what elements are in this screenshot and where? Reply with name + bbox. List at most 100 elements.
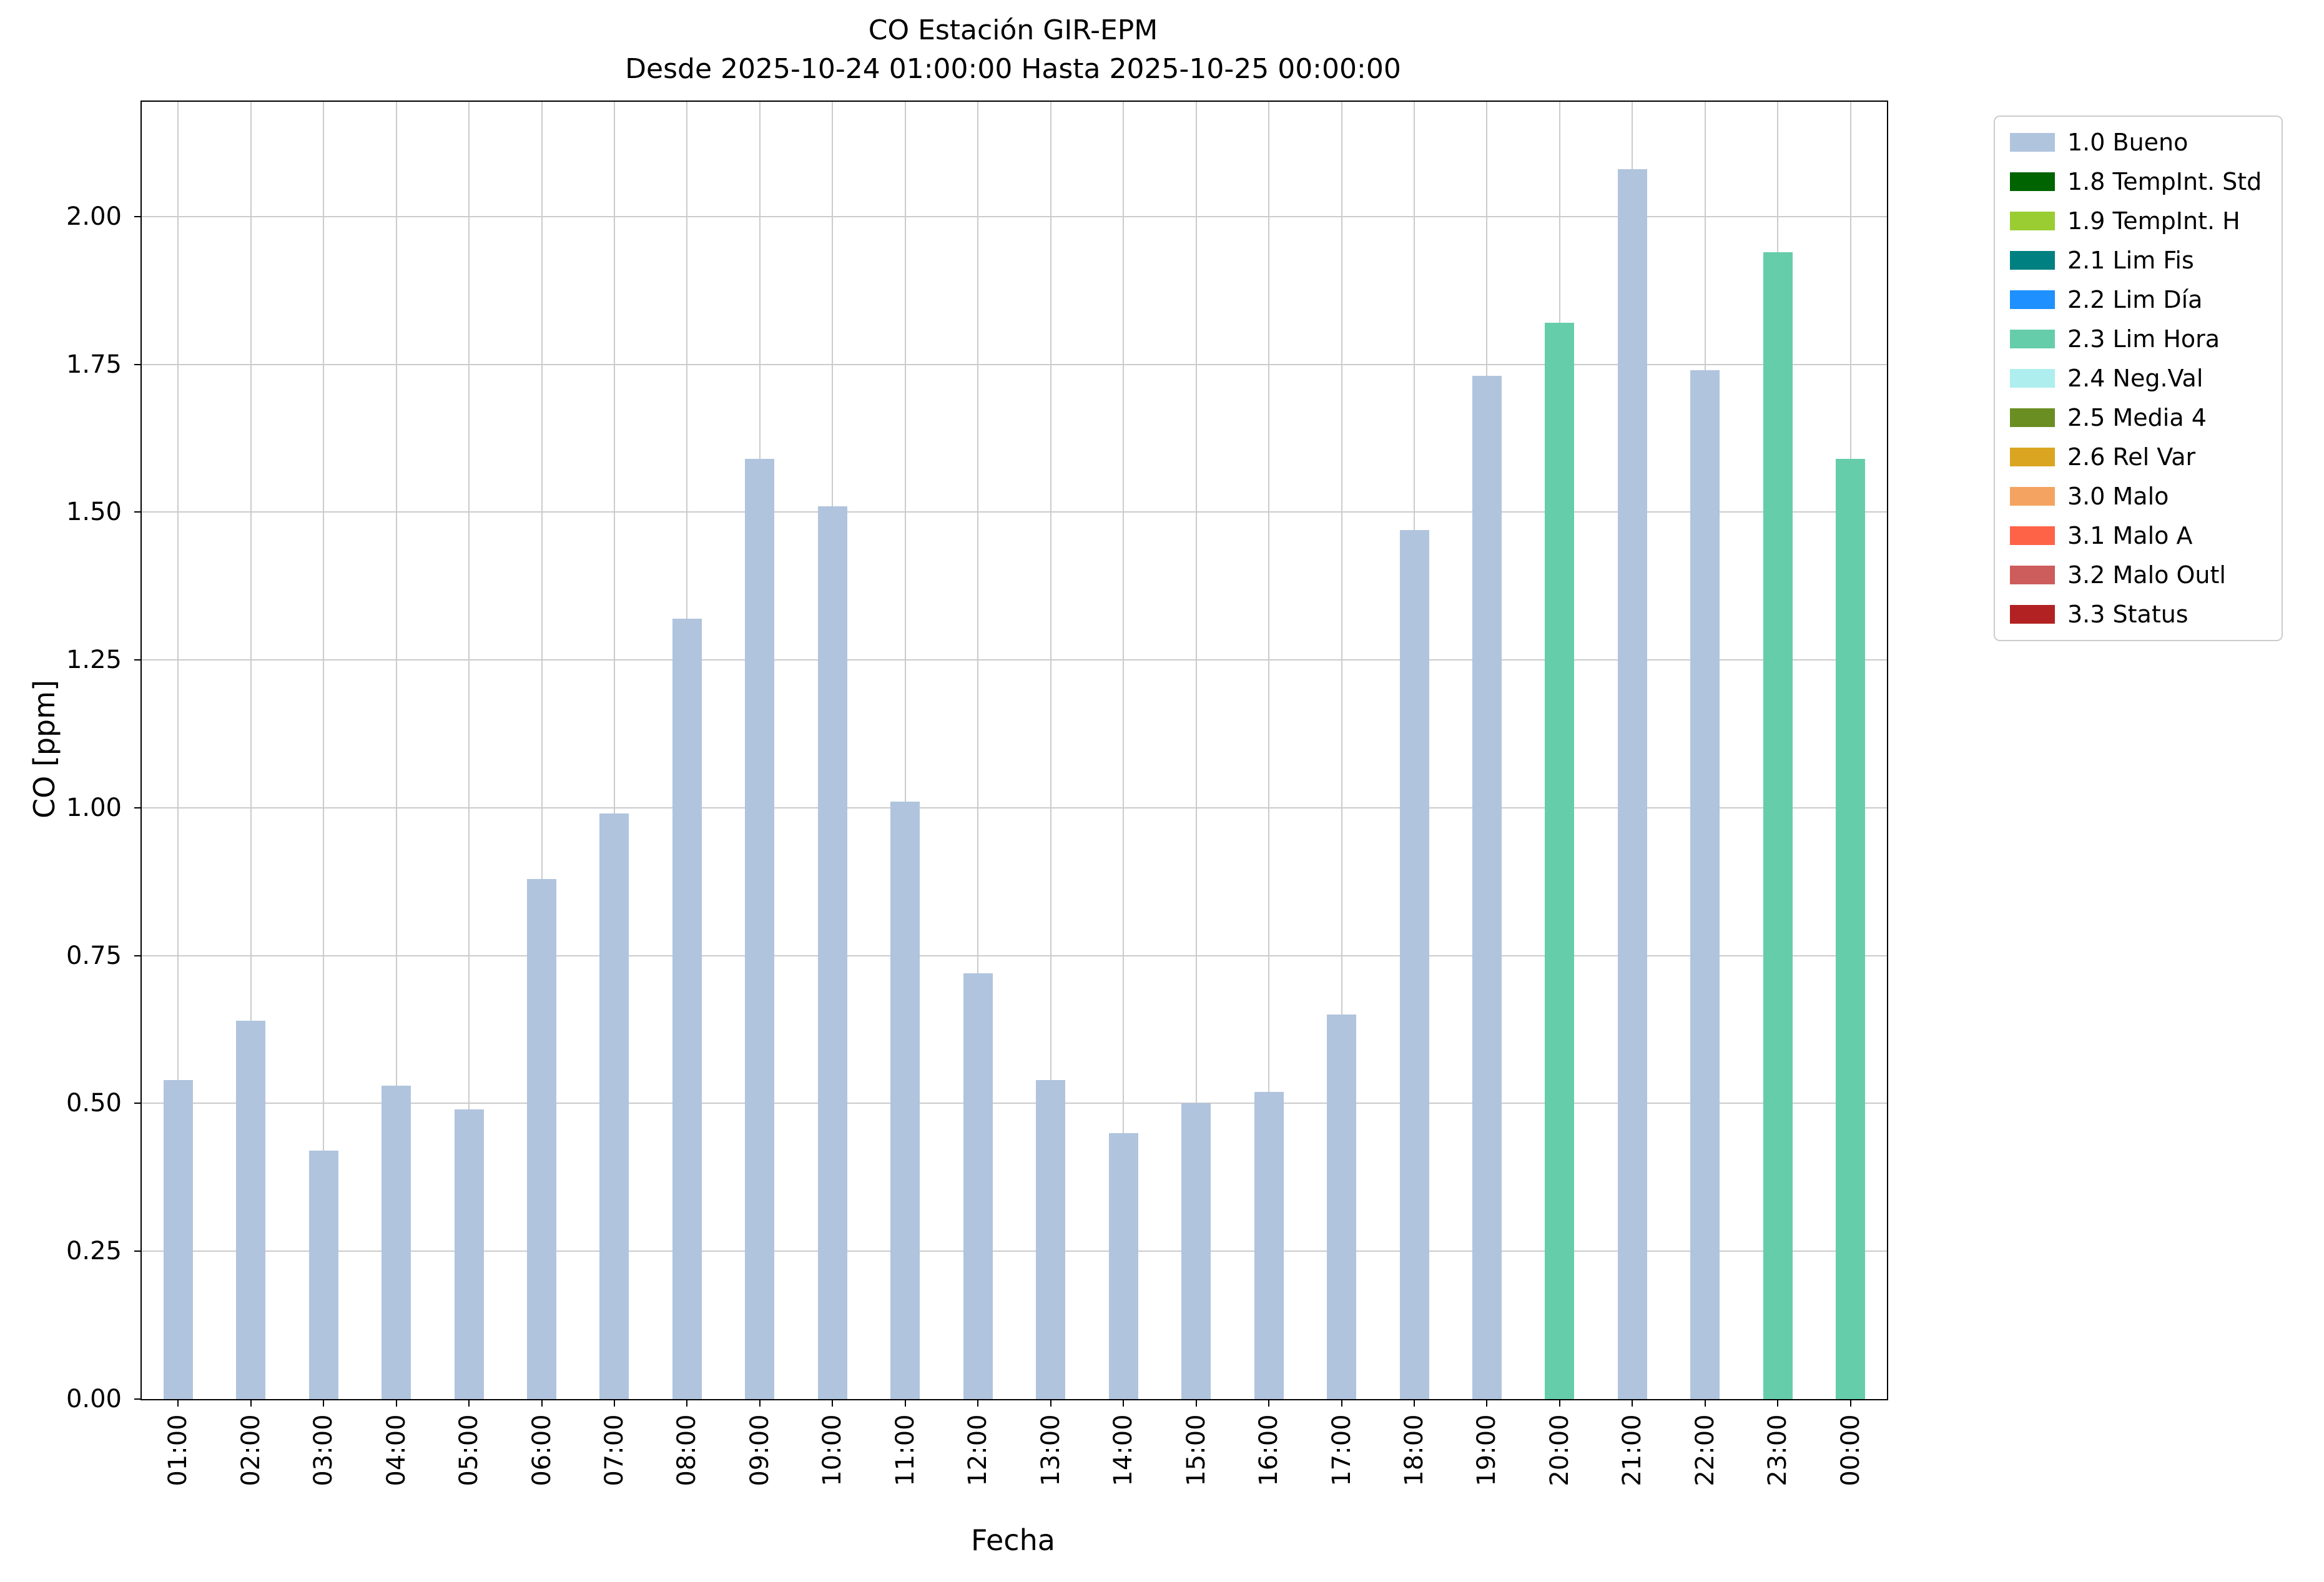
legend-label: 2.3 Lim Hora — [2067, 325, 2220, 353]
legend-item: 1.0 Bueno — [2010, 129, 2267, 155]
legend-label: 3.2 Malo Outl — [2067, 561, 2226, 589]
legend-label: 1.8 TempInt. Std — [2067, 168, 2262, 195]
h-gridline — [142, 659, 1887, 661]
legend-swatch — [2010, 566, 2055, 584]
x-tick-mark — [1341, 1399, 1342, 1407]
legend-item: 2.4 Neg.Val — [2010, 365, 2267, 391]
legend-label: 2.4 Neg.Val — [2067, 365, 2203, 392]
bar-0500 — [454, 1109, 484, 1399]
x-tick-mark — [177, 1399, 179, 1407]
bar-0700 — [599, 813, 629, 1399]
legend-swatch — [2010, 290, 2055, 309]
bar-1000 — [817, 506, 847, 1399]
x-tick-label: 17:00 — [1327, 1414, 1356, 1486]
v-gridline — [1123, 102, 1125, 1399]
x-tick-mark — [1195, 1399, 1197, 1407]
bar-0600 — [527, 878, 557, 1399]
x-tick-label: 16:00 — [1254, 1414, 1284, 1486]
x-tick-mark — [541, 1399, 543, 1407]
legend-label: 2.6 Rel Var — [2067, 443, 2196, 471]
legend-swatch — [2010, 330, 2055, 348]
x-tick-label: 19:00 — [1472, 1414, 1502, 1486]
x-tick-label: 13:00 — [1036, 1414, 1065, 1486]
x-tick-label: 08:00 — [672, 1414, 702, 1486]
legend-swatch — [2010, 212, 2055, 230]
bar-0300 — [308, 1151, 338, 1399]
x-tick-label: 23:00 — [1763, 1414, 1793, 1486]
legend-item: 2.2 Lim Día — [2010, 287, 2267, 313]
x-tick-mark — [468, 1399, 470, 1407]
chart-title: CO Estación GIR-EPM Desde 2025-10-24 01:… — [140, 11, 1886, 89]
x-tick-mark — [1414, 1399, 1416, 1407]
v-gridline — [977, 102, 979, 1399]
bar-1500 — [1181, 1103, 1211, 1399]
h-gridline — [142, 363, 1887, 365]
y-tick-label: 0.50 — [66, 1089, 122, 1118]
v-gridline — [1195, 102, 1197, 1399]
legend-label: 1.9 TempInt. H — [2067, 207, 2240, 235]
legend-item: 3.3 Status — [2010, 601, 2267, 627]
bar-0900 — [745, 459, 775, 1399]
plot-area: 0.00 0.25 0.50 0.75 1.00 1.25 1.50 1.75 2.00 01:0… — [66, 101, 1888, 1486]
y-tick-mark — [134, 807, 142, 808]
x-tick-label: 15:00 — [1181, 1414, 1211, 1486]
h-gridline — [142, 1103, 1887, 1104]
legend-swatch — [2010, 408, 2055, 427]
bar-1800 — [1399, 529, 1429, 1399]
x-tick-label: 01:00 — [164, 1414, 193, 1486]
x-tick-label: 21:00 — [1618, 1414, 1647, 1486]
v-gridline — [177, 102, 179, 1399]
bar-0100 — [163, 1079, 193, 1399]
legend-swatch — [2010, 251, 2055, 270]
h-gridline — [142, 215, 1887, 217]
v-gridline — [613, 102, 615, 1399]
x-tick-mark — [1849, 1399, 1851, 1407]
v-gridline — [1268, 102, 1270, 1399]
legend-swatch — [2010, 526, 2055, 545]
x-tick-label: 03:00 — [309, 1414, 338, 1486]
x-tick-label: 07:00 — [599, 1414, 629, 1486]
legend-label: 3.0 Malo — [2067, 483, 2169, 510]
y-tick-label: 1.50 — [66, 498, 122, 527]
v-gridline — [904, 102, 906, 1399]
bar-1600 — [1254, 1091, 1284, 1399]
x-tick-mark — [1704, 1399, 1706, 1407]
y-tick-mark — [134, 955, 142, 956]
y-tick-label: 1.75 — [66, 350, 122, 379]
x-tick-mark — [613, 1399, 615, 1407]
bar-1700 — [1327, 1015, 1357, 1399]
y-tick-mark — [134, 1398, 142, 1400]
chart-title-line2: Desde 2025-10-24 01:00:00 Hasta 2025-10-… — [625, 53, 1401, 85]
bar-0400 — [382, 1086, 411, 1399]
legend: 1.0 Bueno 1.8 TempInt. Std 1.9 TempInt. H 2… — [1994, 115, 2283, 641]
h-gridline — [142, 955, 1887, 956]
v-gridline — [1341, 102, 1342, 1399]
bar-1900 — [1472, 376, 1502, 1399]
x-tick-mark — [832, 1399, 834, 1407]
legend-label: 2.1 Lim Fis — [2067, 247, 2194, 274]
bar-2100 — [1617, 169, 1647, 1399]
y-tick-label: 0.25 — [66, 1237, 122, 1266]
bar-0000 — [1836, 459, 1866, 1399]
legend-item: 3.1 Malo A — [2010, 523, 2267, 549]
y-tick-mark — [134, 1103, 142, 1104]
legend-swatch — [2010, 369, 2055, 388]
x-tick-label: 06:00 — [527, 1414, 556, 1486]
h-gridline — [142, 511, 1887, 513]
x-tick-label: 20:00 — [1545, 1414, 1574, 1486]
y-tick-label: 0.00 — [66, 1385, 122, 1413]
x-tick-mark — [250, 1399, 252, 1407]
bar-0200 — [236, 1020, 266, 1399]
h-gridline — [142, 1250, 1887, 1252]
legend-item: 1.9 TempInt. H — [2010, 208, 2267, 234]
legend-swatch — [2010, 487, 2055, 506]
legend-item: 3.0 Malo — [2010, 483, 2267, 509]
v-gridline — [1050, 102, 1051, 1399]
x-tick-mark — [1777, 1399, 1779, 1407]
bar-1100 — [890, 802, 920, 1399]
legend-item: 2.3 Lim Hora — [2010, 326, 2267, 352]
v-gridline — [541, 102, 543, 1399]
x-tick-label: 05:00 — [455, 1414, 484, 1486]
legend-swatch — [2010, 448, 2055, 466]
